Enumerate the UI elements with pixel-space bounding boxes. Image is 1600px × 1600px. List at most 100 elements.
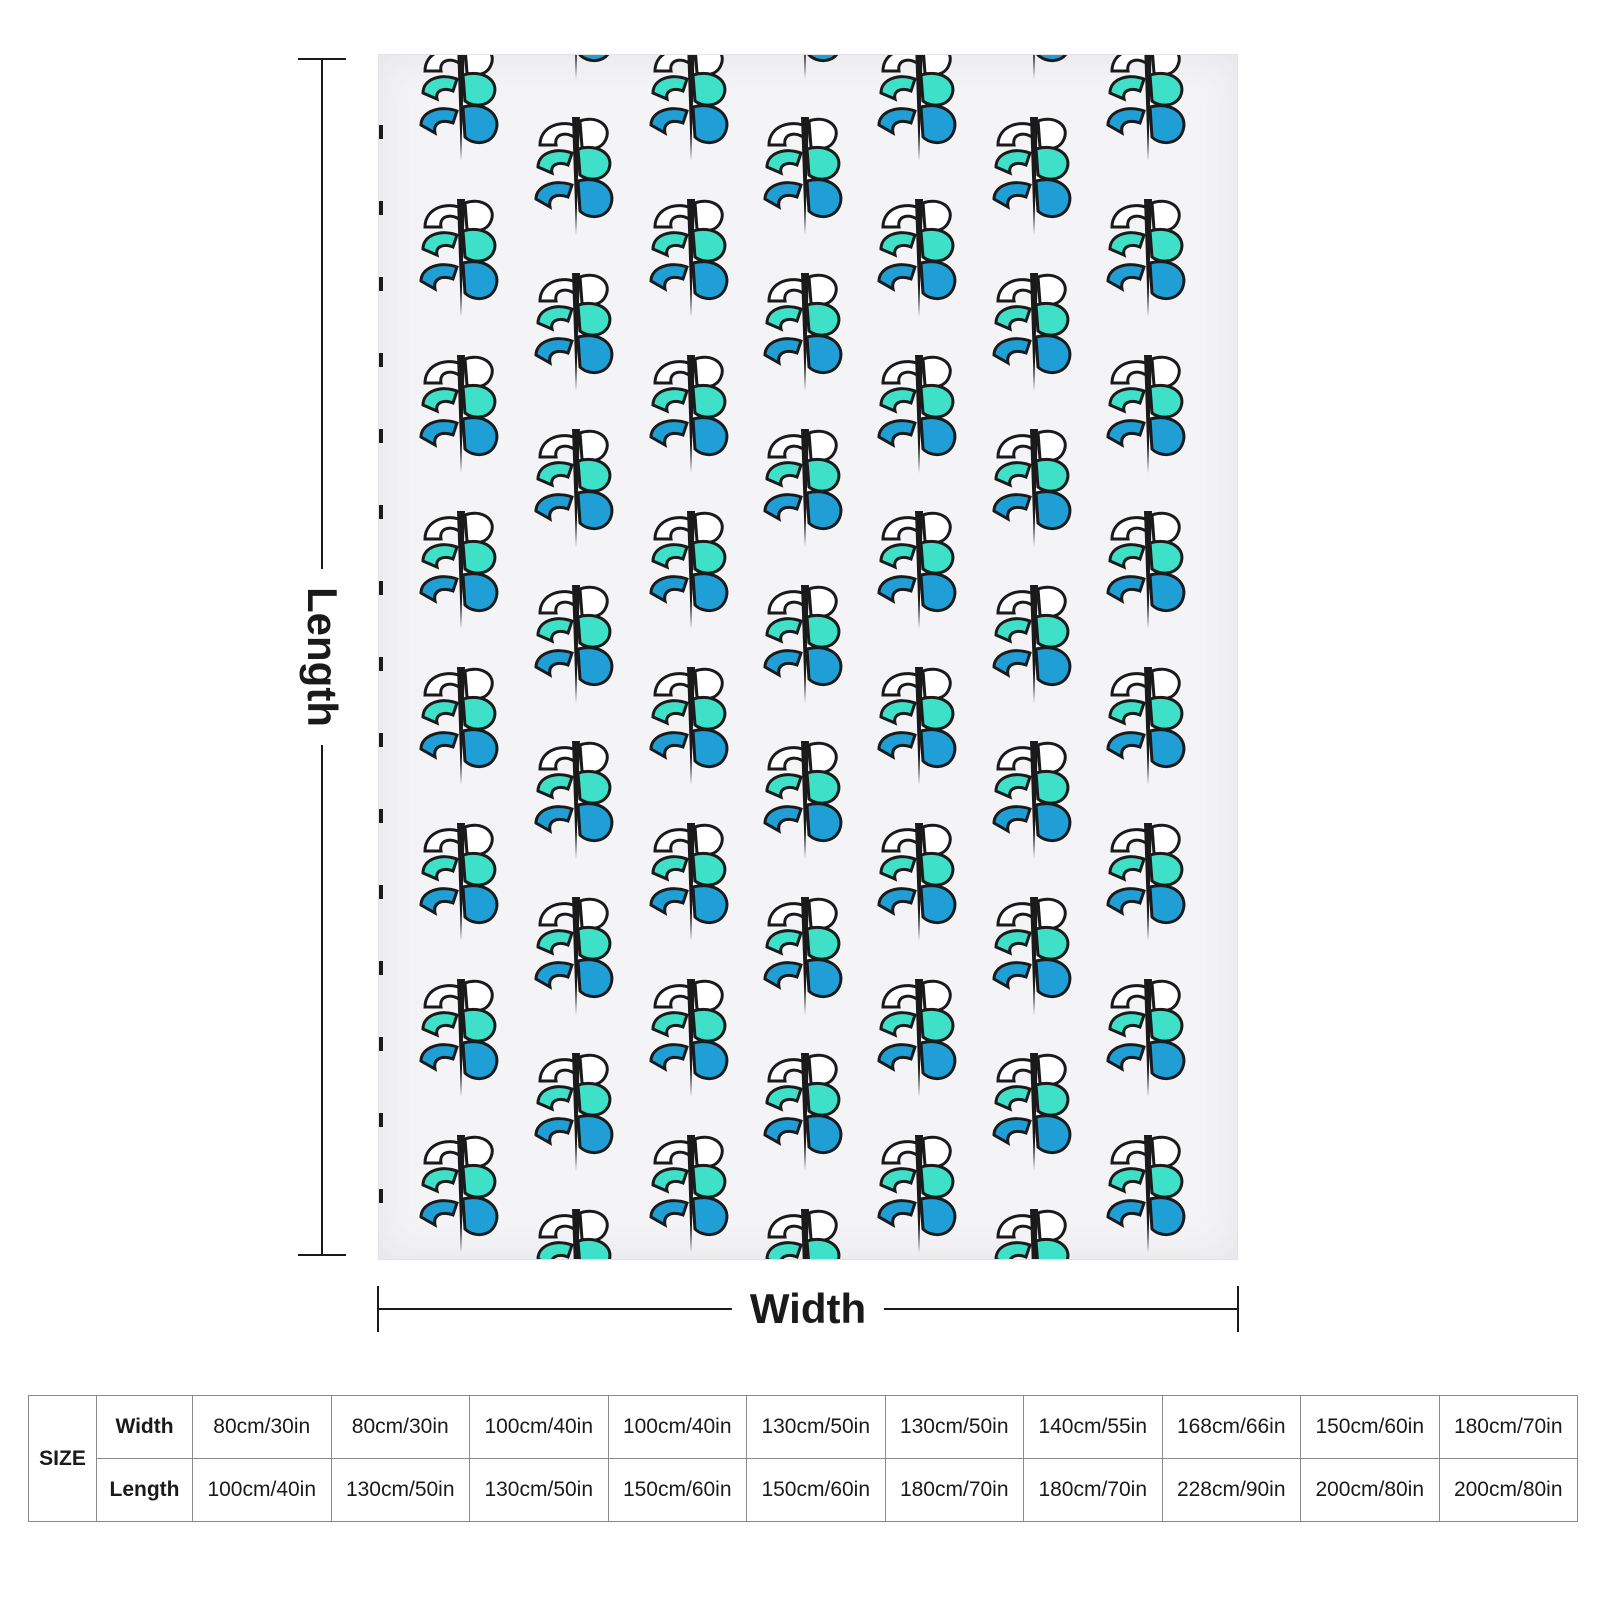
logo-motif-18 xyxy=(534,1207,614,1259)
length-cell: 200cm/80in xyxy=(1438,1458,1578,1522)
logo-motif-13 xyxy=(534,427,614,549)
logo-motif-28 xyxy=(649,1133,729,1255)
logo-motif-51 xyxy=(992,115,1072,237)
edge-mark xyxy=(379,581,383,595)
width-label: Width xyxy=(731,1285,885,1333)
logo-motif-38 xyxy=(763,1207,843,1259)
logo-motif-42 xyxy=(877,197,957,319)
logo-motif-8 xyxy=(419,1133,499,1255)
edge-mark xyxy=(379,1113,383,1127)
logo-motif-14 xyxy=(534,583,614,705)
edge-mark xyxy=(379,733,383,747)
width-cell: 80cm/30in xyxy=(330,1395,470,1459)
length-cell: 180cm/70in xyxy=(884,1458,1024,1522)
blanket-image xyxy=(378,54,1238,1260)
logo-motif-33 xyxy=(763,427,843,549)
length-label: Length xyxy=(298,569,346,745)
edge-mark xyxy=(379,429,383,443)
logo-motif-50 xyxy=(992,55,1072,81)
logo-motif-3 xyxy=(419,353,499,475)
logo-motif-27 xyxy=(649,977,729,1099)
logo-motif-37 xyxy=(763,1051,843,1173)
width-cell: 180cm/70in xyxy=(1438,1395,1578,1459)
logo-motif-58 xyxy=(992,1207,1072,1259)
logo-motif-62 xyxy=(1106,197,1186,319)
edge-mark xyxy=(379,657,383,671)
length-cell: 228cm/90in xyxy=(1161,1458,1301,1522)
logo-motif-23 xyxy=(649,353,729,475)
edge-mark xyxy=(379,1189,383,1203)
logo-pattern xyxy=(379,55,1186,1259)
edge-mark xyxy=(379,201,383,215)
logo-motif-16 xyxy=(534,895,614,1017)
length-cell: 100cm/40in xyxy=(192,1458,332,1522)
row-label-length: Length xyxy=(96,1458,193,1522)
edge-mark xyxy=(379,1037,383,1051)
logo-motif-12 xyxy=(534,271,614,393)
logo-motif-63 xyxy=(1106,353,1186,475)
width-right-cap xyxy=(1237,1286,1239,1332)
width-row: SIZE Width 80cm/30in 80cm/30in 100cm/40i… xyxy=(28,1395,1578,1522)
logo-motif-57 xyxy=(992,1051,1072,1173)
edge-mark xyxy=(379,277,383,291)
logo-motif-68 xyxy=(1106,1133,1186,1255)
logo-motif-44 xyxy=(877,509,957,631)
logo-motif-47 xyxy=(877,977,957,1099)
logo-motif-55 xyxy=(992,739,1072,861)
logo-motif-52 xyxy=(992,271,1072,393)
logo-motif-17 xyxy=(534,1051,614,1173)
logo-motif-1 xyxy=(419,55,499,163)
logo-motif-22 xyxy=(649,197,729,319)
size-table: SIZE Width 80cm/30in 80cm/30in 100cm/40i… xyxy=(28,1395,1578,1522)
logo-motif-34 xyxy=(763,583,843,705)
logo-motif-45 xyxy=(877,665,957,787)
logo-motif-30 xyxy=(763,55,843,81)
edge-mark xyxy=(379,961,383,975)
length-dimension: Length xyxy=(298,58,346,1256)
width-cell: 140cm/55in xyxy=(1023,1395,1163,1459)
logo-motif-43 xyxy=(877,353,957,475)
width-cell: 130cm/50in xyxy=(746,1395,886,1459)
logo-motif-15 xyxy=(534,739,614,861)
logo-motif-46 xyxy=(877,821,957,943)
logo-motif-61 xyxy=(1106,55,1186,163)
size-label: SIZE xyxy=(28,1395,97,1522)
logo-motif-32 xyxy=(763,271,843,393)
length-cell: 180cm/70in xyxy=(1023,1458,1163,1522)
logo-motif-65 xyxy=(1106,665,1186,787)
length-bottom-cap xyxy=(298,1254,346,1256)
width-cell: 100cm/40in xyxy=(607,1395,747,1459)
logo-motif-67 xyxy=(1106,977,1186,1099)
length-cell: 150cm/60in xyxy=(746,1458,886,1522)
logo-motif-25 xyxy=(649,665,729,787)
row-label-width: Width xyxy=(96,1395,193,1459)
logo-motif-26 xyxy=(649,821,729,943)
width-cell: 150cm/60in xyxy=(1300,1395,1440,1459)
length-cell: 130cm/50in xyxy=(469,1458,609,1522)
logo-motif-54 xyxy=(992,583,1072,705)
logo-motif-56 xyxy=(992,895,1072,1017)
width-cell: 100cm/40in xyxy=(469,1395,609,1459)
logo-motif-41 xyxy=(877,55,957,163)
logo-motif-5 xyxy=(419,665,499,787)
logo-motif-48 xyxy=(877,1133,957,1255)
length-row: Length 100cm/40in 130cm/50in 130cm/50in … xyxy=(29,1458,1578,1522)
width-dimension: Width xyxy=(377,1285,1239,1333)
logo-motif-36 xyxy=(763,895,843,1017)
logo-motif-53 xyxy=(992,427,1072,549)
edge-mark xyxy=(379,353,383,367)
logo-motif-24 xyxy=(649,509,729,631)
logo-motif-2 xyxy=(419,197,499,319)
logo-motif-4 xyxy=(419,509,499,631)
logo-motif-6 xyxy=(419,821,499,943)
width-cell: 130cm/50in xyxy=(884,1395,1024,1459)
logo-motif-64 xyxy=(1106,509,1186,631)
logo-motif-31 xyxy=(763,115,843,237)
width-cell: 168cm/66in xyxy=(1161,1395,1301,1459)
edge-mark xyxy=(379,125,383,139)
logo-motif-11 xyxy=(534,115,614,237)
length-cell: 150cm/60in xyxy=(607,1458,747,1522)
logo-motif-10 xyxy=(534,55,614,81)
edge-mark xyxy=(379,505,383,519)
logo-motif-21 xyxy=(649,55,729,163)
